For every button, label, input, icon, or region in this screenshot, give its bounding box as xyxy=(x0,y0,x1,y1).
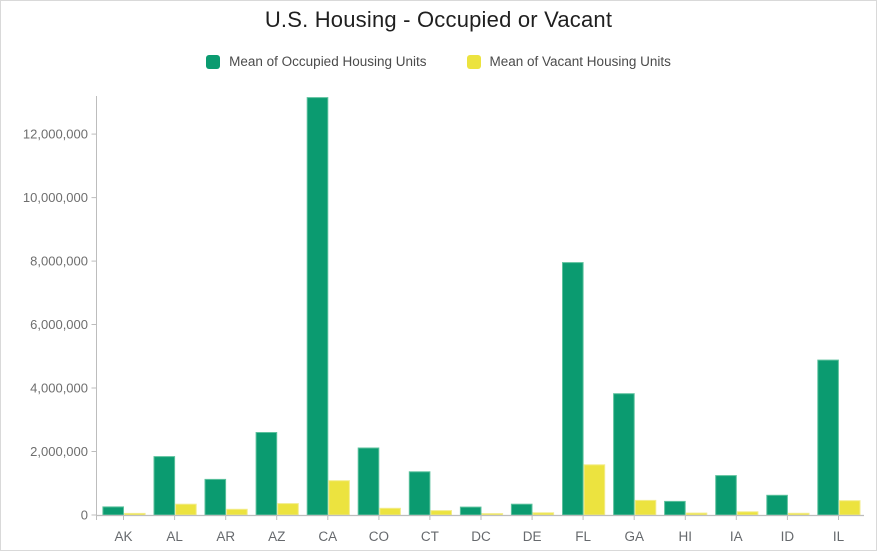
bar-vacant-IL[interactable] xyxy=(838,500,861,516)
bar-occupied-AZ[interactable] xyxy=(255,432,278,516)
bar-vacant-AL[interactable] xyxy=(175,503,197,516)
bar-occupied-HI[interactable] xyxy=(664,500,686,516)
x-tick-label-ID: ID xyxy=(781,529,795,544)
x-tick-label-FL: FL xyxy=(575,529,591,544)
legend-item-vacant[interactable]: Mean of Vacant Housing Units xyxy=(466,54,671,70)
bar-occupied-CA[interactable] xyxy=(306,97,329,516)
x-tick-label-CT: CT xyxy=(421,529,439,544)
legend: Mean of Occupied Housing Units Mean of V… xyxy=(1,54,876,70)
y-tick-label: 8,000,000 xyxy=(30,254,88,269)
x-tick-label-CO: CO xyxy=(369,529,389,544)
bar-occupied-FL[interactable] xyxy=(562,262,584,516)
bar-vacant-AZ[interactable] xyxy=(277,503,299,516)
bar-vacant-AR[interactable] xyxy=(226,508,248,516)
bar-occupied-DC[interactable] xyxy=(459,506,482,516)
bar-vacant-CA[interactable] xyxy=(328,480,350,516)
x-tick-label-IL: IL xyxy=(833,529,845,544)
x-tick-label-AZ: AZ xyxy=(268,529,285,544)
bar-vacant-CO[interactable] xyxy=(379,507,401,516)
bar-vacant-DE[interactable] xyxy=(532,512,555,516)
x-tick-label-AK: AK xyxy=(114,529,132,544)
x-tick-label-DC: DC xyxy=(471,529,491,544)
legend-item-occupied[interactable]: Mean of Occupied Housing Units xyxy=(206,54,427,70)
bar-occupied-AK[interactable] xyxy=(102,506,125,516)
bar-vacant-CT[interactable] xyxy=(430,510,452,516)
x-tick-label-AL: AL xyxy=(166,529,183,544)
legend-label-vacant: Mean of Vacant Housing Units xyxy=(489,54,671,69)
bar-occupied-CO[interactable] xyxy=(357,447,380,516)
chart-title: U.S. Housing - Occupied or Vacant xyxy=(264,7,613,32)
y-tick-label: 0 xyxy=(81,508,88,523)
bar-vacant-IA[interactable] xyxy=(736,511,759,516)
bar-vacant-GA[interactable] xyxy=(634,499,657,516)
bar-occupied-AL[interactable] xyxy=(153,456,176,516)
x-tick-label-AR: AR xyxy=(216,529,235,544)
legend-swatch-occupied-icon xyxy=(206,55,221,69)
y-tick-label: 10,000,000 xyxy=(23,190,88,205)
x-tick-label-IA: IA xyxy=(730,529,743,544)
legend-label-occupied: Mean of Occupied Housing Units xyxy=(229,54,427,69)
bar-vacant-HI[interactable] xyxy=(685,512,708,516)
bar-vacant-FL[interactable] xyxy=(583,464,606,516)
x-tick-label-CA: CA xyxy=(318,529,337,544)
bar-vacant-DC[interactable] xyxy=(481,513,504,516)
bar-occupied-AR[interactable] xyxy=(204,478,227,516)
y-tick-label: 12,000,000 xyxy=(23,127,88,142)
bar-vacant-ID[interactable] xyxy=(787,512,810,516)
bar-occupied-DE[interactable] xyxy=(510,503,533,516)
bar-occupied-CT[interactable] xyxy=(408,471,431,516)
y-tick-label: 2,000,000 xyxy=(30,444,88,459)
bar-occupied-IL[interactable] xyxy=(817,359,839,516)
x-tick-label-DE: DE xyxy=(523,529,542,544)
bar-occupied-IA[interactable] xyxy=(715,475,737,516)
y-tick-label: 4,000,000 xyxy=(30,381,88,396)
legend-swatch-vacant-icon xyxy=(466,55,481,69)
x-tick-label-HI: HI xyxy=(679,529,693,544)
bar-vacant-AK[interactable] xyxy=(124,512,146,516)
bar-occupied-GA[interactable] xyxy=(613,393,635,516)
bar-occupied-ID[interactable] xyxy=(766,494,788,516)
x-tick-label-GA: GA xyxy=(624,529,644,544)
y-tick-label: 6,000,000 xyxy=(30,317,88,332)
